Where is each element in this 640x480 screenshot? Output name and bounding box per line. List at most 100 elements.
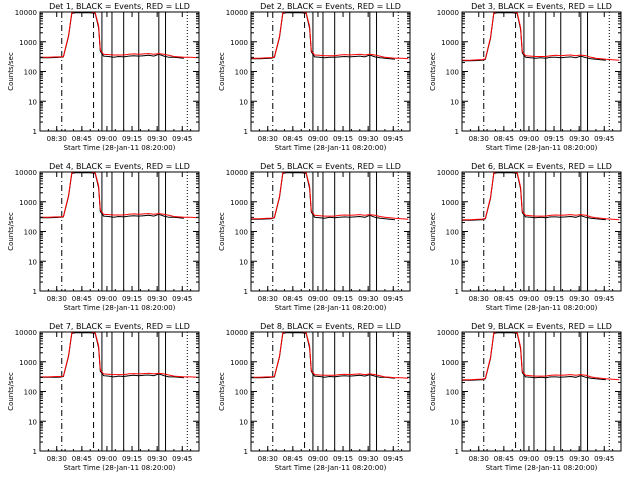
x-tick-label: 08:30	[258, 295, 278, 303]
panel-1: Det 1, BLACK = Events, RED = LLD 1 10 100 10…	[7, 2, 200, 152]
x-tick-label: 09:15	[544, 135, 564, 143]
y-tick-label: 10000	[437, 329, 459, 337]
x-tick-label: 09:30	[358, 455, 378, 463]
y-tick-label: 1	[33, 128, 37, 136]
x-tick-label: 09:30	[358, 295, 378, 303]
x-tick-label: 08:30	[47, 455, 67, 463]
x-tick-label: 09:15	[333, 135, 353, 143]
y-tick-label: 1	[33, 288, 37, 296]
y-tick-label: 10	[450, 98, 459, 106]
y-tick-label: 10	[28, 258, 37, 266]
y-tick-label: 1000	[230, 199, 248, 207]
panel-8: Det 8, BLACK = Events, RED = LLD 1 10 100 10…	[218, 322, 411, 472]
x-tick-label: 09:15	[122, 135, 142, 143]
x-tick-label: 09:45	[383, 295, 403, 303]
y-tick-label: 10000	[437, 169, 459, 177]
x-tick-label: 09:00	[308, 295, 328, 303]
x-tick-label: 08:45	[494, 295, 514, 303]
x-tick-label: 09:00	[519, 135, 539, 143]
panel-title: Det 9, BLACK = Events, RED = LLD	[471, 322, 612, 331]
x-tick-label: 08:45	[494, 135, 514, 143]
x-tick-label: 09:00	[97, 455, 117, 463]
x-tick-label: 09:45	[594, 135, 614, 143]
panel-3: Det 3, BLACK = Events, RED = LLD 1 10 100 10…	[429, 2, 622, 152]
panel-title: Det 7, BLACK = Events, RED = LLD	[49, 322, 190, 331]
x-tick-label: 09:15	[122, 295, 142, 303]
panel-4: Det 4, BLACK = Events, RED = LLD 1 10 100 10…	[7, 162, 200, 312]
y-tick-label: 10	[450, 418, 459, 426]
series-line-lld	[40, 12, 198, 59]
y-axis-label: Counts/sec	[218, 372, 226, 411]
x-tick-label: 08:30	[47, 295, 67, 303]
y-tick-label: 1000	[19, 199, 37, 207]
panel-title: Det 6, BLACK = Events, RED = LLD	[471, 162, 612, 171]
y-tick-label: 10	[239, 258, 248, 266]
x-axis-label: Start Time (28-Jan-11 08:20:00)	[64, 464, 176, 472]
x-tick-label: 09:00	[308, 135, 328, 143]
y-tick-label: 10000	[15, 9, 37, 17]
x-tick-label: 09:30	[147, 135, 167, 143]
y-axis-label: Counts/sec	[218, 52, 226, 91]
y-axis-label: Counts/sec	[7, 52, 15, 91]
y-tick-label: 10	[450, 258, 459, 266]
y-tick-label: 100	[446, 229, 459, 237]
panel-6: Det 6, BLACK = Events, RED = LLD 1 10 100 10…	[429, 162, 622, 312]
panel-title: Det 4, BLACK = Events, RED = LLD	[49, 162, 190, 171]
x-tick-label: 09:00	[97, 295, 117, 303]
panel-title: Det 2, BLACK = Events, RED = LLD	[260, 2, 401, 11]
x-tick-label: 09:30	[569, 135, 589, 143]
y-axis-label: Counts/sec	[7, 212, 15, 251]
y-axis-label: Counts/sec	[218, 212, 226, 251]
y-tick-label: 10000	[226, 329, 248, 337]
x-axis-label: Start Time (28-Jan-11 08:20:00)	[486, 304, 598, 312]
x-tick-label: 09:00	[519, 295, 539, 303]
y-tick-label: 100	[235, 389, 248, 397]
y-tick-label: 1	[33, 448, 37, 456]
y-tick-label: 100	[446, 69, 459, 77]
x-tick-label: 09:45	[172, 135, 192, 143]
series-line-lld	[462, 12, 620, 61]
panel-7: Det 7, BLACK = Events, RED = LLD 1 10 100 10…	[7, 322, 200, 472]
y-axis-label: Counts/sec	[429, 212, 437, 251]
series-line-lld	[462, 332, 620, 381]
panel-5: Det 5, BLACK = Events, RED = LLD 1 10 100 10…	[218, 162, 411, 312]
series-line-lld	[251, 332, 409, 379]
x-axis-label: Start Time (28-Jan-11 08:20:00)	[486, 144, 598, 152]
panel-9: Det 9, BLACK = Events, RED = LLD 1 10 100 10…	[429, 322, 622, 472]
y-tick-label: 1	[244, 128, 248, 136]
x-tick-label: 08:45	[72, 135, 92, 143]
y-tick-label: 1000	[441, 39, 459, 47]
x-tick-label: 08:30	[258, 135, 278, 143]
y-tick-label: 10	[28, 418, 37, 426]
y-tick-label: 10	[239, 98, 248, 106]
x-tick-label: 08:45	[72, 295, 92, 303]
y-tick-label: 1	[455, 128, 459, 136]
panel-title: Det 8, BLACK = Events, RED = LLD	[260, 322, 401, 331]
y-tick-label: 100	[235, 69, 248, 77]
y-tick-label: 10	[239, 418, 248, 426]
y-tick-label: 10000	[226, 169, 248, 177]
y-tick-label: 100	[24, 69, 37, 77]
x-tick-label: 09:45	[383, 135, 403, 143]
y-axis-label: Counts/sec	[429, 372, 437, 411]
panel-2: Det 2, BLACK = Events, RED = LLD 1 10 100 10…	[218, 2, 411, 152]
series-line-lld	[40, 172, 198, 219]
x-tick-label: 09:00	[519, 455, 539, 463]
x-tick-label: 08:45	[283, 135, 303, 143]
panel-title: Det 1, BLACK = Events, RED = LLD	[49, 2, 190, 11]
x-tick-label: 08:45	[494, 455, 514, 463]
x-axis-label: Start Time (28-Jan-11 08:20:00)	[275, 304, 387, 312]
x-tick-label: 09:30	[147, 455, 167, 463]
panel-title: Det 3, BLACK = Events, RED = LLD	[471, 2, 612, 11]
y-tick-label: 1000	[19, 39, 37, 47]
x-tick-label: 08:45	[283, 455, 303, 463]
x-tick-label: 09:45	[594, 295, 614, 303]
x-tick-label: 08:30	[469, 455, 489, 463]
y-tick-label: 10000	[15, 169, 37, 177]
y-tick-label: 1000	[230, 359, 248, 367]
x-tick-label: 09:45	[172, 295, 192, 303]
y-tick-label: 1	[244, 288, 248, 296]
x-tick-label: 09:00	[97, 135, 117, 143]
y-tick-label: 1	[455, 288, 459, 296]
